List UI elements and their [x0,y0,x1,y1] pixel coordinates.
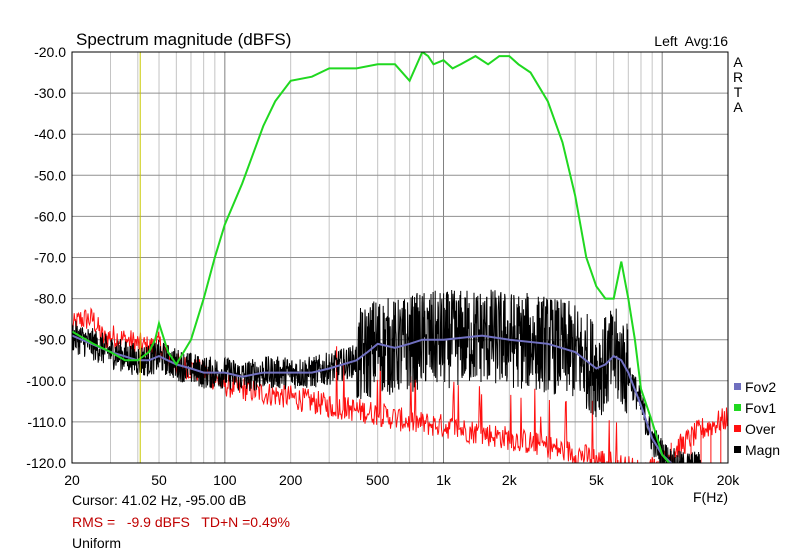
y-tick-label: -50.0 [34,167,66,183]
watermark-letter: T [734,84,743,100]
y-tick-label: -40.0 [34,126,66,142]
x-tick-label: 1k [436,472,452,488]
x-tick-label: 20 [64,472,80,488]
chart-title: Spectrum magnitude (dBFS) [76,30,291,49]
legend-swatch [734,383,741,390]
legend-swatch [734,425,741,432]
y-tick-label: -30.0 [34,85,66,101]
cursor-readout: Cursor: 41.02 Hz, -95.00 dB [72,492,247,508]
y-tick-label: -90.0 [34,332,66,348]
legend-label: Magn [745,442,780,458]
plot-frame [71,51,729,464]
legend-label: Fov1 [745,400,776,416]
x-tick-label: 500 [366,472,390,488]
y-tick-label: -60.0 [34,208,66,224]
x-tick-label: 10k [651,472,675,488]
series-fov1-line [72,52,671,463]
x-tick-label: 5k [589,472,605,488]
channel-avg-label: Left Avg:16 [654,33,728,49]
legend-swatch [734,446,741,453]
y-tick-label: -80.0 [34,291,66,307]
grid-lines [71,51,729,464]
y-tick-label: -20.0 [34,44,66,60]
legend-label: Over [745,421,776,437]
legend-swatch [734,404,741,411]
y-tick-label: -100.0 [26,373,66,389]
y-tick-label: -120.0 [26,455,66,471]
watermark-letter: A [733,54,743,70]
x-tick-label: 50 [151,472,167,488]
x-tick-label: 200 [279,472,303,488]
watermark-letter: A [733,99,743,115]
legend-label: Fov2 [745,379,776,395]
y-tick-label: -70.0 [34,250,66,266]
watermark-letter: R [733,69,743,85]
x-axis-label: F(Hz) [693,489,728,505]
x-tick-label: 100 [213,472,237,488]
axis-labels: -20.0 -30.0 -40.0 -50.0 -60.0 -70.0 -80.0 -90.0… [26,44,740,488]
series-over-line [72,307,728,463]
x-tick-label: 20k [717,472,741,488]
plot-traces [72,52,728,463]
legend: Fov2 Fov1 Over Magn [734,379,780,458]
rms-readout: RMS = -9.9 dBFS TD+N =0.49% [72,514,290,530]
series-magn-noise [72,289,701,463]
series-fov2-line [72,334,674,463]
x-tick-label: 2k [502,472,518,488]
window-type: Uniform [72,535,122,551]
y-tick-label: -110.0 [27,414,66,430]
